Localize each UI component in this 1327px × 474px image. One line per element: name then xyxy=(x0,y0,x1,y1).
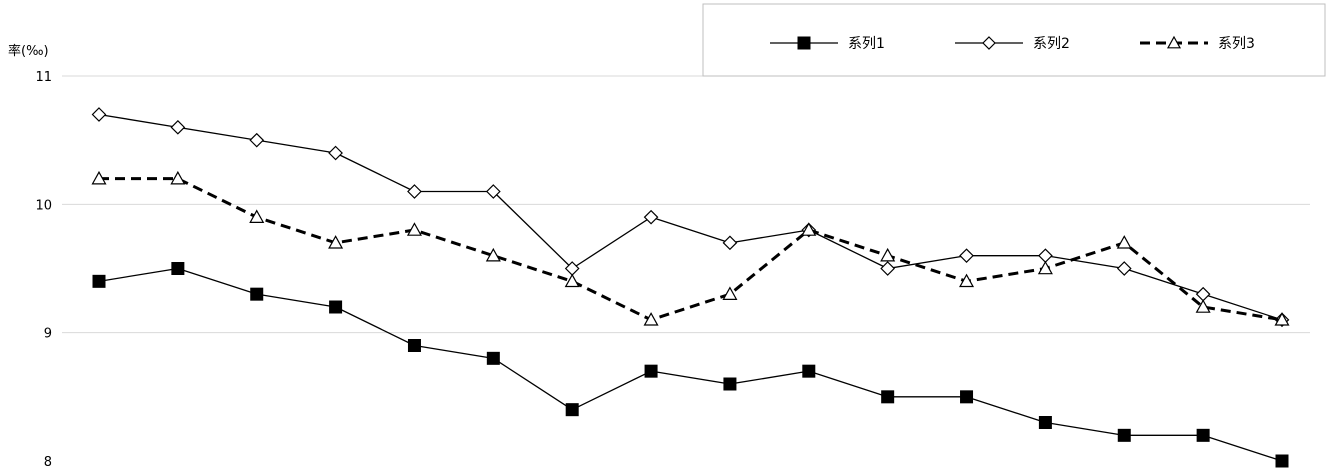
data-point-triangle xyxy=(1037,260,1053,275)
series-line xyxy=(98,267,1283,462)
legend-label: 系列3 xyxy=(1218,36,1255,52)
data-point-triangle xyxy=(406,222,422,236)
legend-item: 系列2 xyxy=(955,36,1070,52)
data-point-square xyxy=(1196,428,1210,442)
data-point-diamond xyxy=(1195,286,1211,302)
series-line xyxy=(98,113,1283,321)
data-point-triangle xyxy=(643,312,659,326)
data-point-square xyxy=(960,390,974,404)
data-point-square xyxy=(723,377,737,391)
y-tick-label: 8 xyxy=(44,455,52,470)
data-point-diamond xyxy=(328,145,343,161)
data-point-triangle xyxy=(485,247,501,262)
data-point-square xyxy=(407,339,421,352)
data-point-square xyxy=(92,274,106,288)
data-point-triangle xyxy=(959,273,975,288)
data-point-triangle xyxy=(880,247,896,262)
data-point-triangle xyxy=(249,209,265,223)
data-point-square xyxy=(171,262,185,275)
data-point-square xyxy=(250,287,264,301)
data-point-diamond xyxy=(880,261,896,276)
data-point-triangle xyxy=(1116,235,1132,249)
y-tick-label: 10 xyxy=(35,198,52,213)
data-point-diamond xyxy=(959,248,974,264)
legend-label: 系列2 xyxy=(1033,36,1070,52)
data-point-diamond xyxy=(91,107,107,122)
y-axis: 11 10 9 8 xyxy=(35,70,52,470)
gridlines xyxy=(62,75,1310,334)
data-point-square xyxy=(1275,454,1289,468)
data-point-diamond xyxy=(982,36,996,50)
legend: 系列1 系列2 系列3 xyxy=(702,3,1326,77)
data-point-triangle xyxy=(801,222,817,236)
series-line xyxy=(99,177,1283,322)
y-tick-label: 9 xyxy=(44,327,52,342)
data-point-diamond xyxy=(1038,248,1053,264)
data-point-square xyxy=(881,390,895,404)
data-point-triangle xyxy=(91,170,107,185)
series-1 xyxy=(92,262,1289,468)
data-point-triangle xyxy=(722,286,738,300)
legend-item: 系列1 xyxy=(770,36,885,52)
data-point-square xyxy=(797,36,811,50)
data-point-diamond xyxy=(407,184,422,199)
data-point-diamond xyxy=(170,119,186,135)
legend-label: 系列1 xyxy=(848,36,885,52)
data-point-diamond xyxy=(643,209,659,225)
data-point-triangle xyxy=(170,170,186,185)
data-point-square xyxy=(565,403,579,417)
data-point-square xyxy=(1038,416,1052,429)
data-point-square xyxy=(802,364,816,378)
y-tick-label: 11 xyxy=(35,70,52,85)
data-point-diamond xyxy=(722,235,738,251)
data-point-square xyxy=(1117,428,1131,442)
data-point-diamond xyxy=(1116,261,1132,276)
data-point-triangle xyxy=(564,273,580,288)
series-2 xyxy=(91,107,1290,328)
data-point-diamond xyxy=(485,184,501,199)
data-point-diamond xyxy=(249,132,265,148)
legend-item: 系列3 xyxy=(1140,35,1255,52)
data-point-triangle xyxy=(328,235,344,249)
data-point-square xyxy=(644,364,658,378)
y-axis-label: 率(‰) xyxy=(8,43,49,59)
series-3 xyxy=(91,170,1290,326)
data-point-square xyxy=(329,300,343,314)
data-point-triangle xyxy=(1195,299,1211,313)
data-point-triangle xyxy=(1274,312,1290,326)
data-point-square xyxy=(486,351,500,365)
series-group xyxy=(91,107,1290,468)
data-point-triangle xyxy=(1166,35,1182,49)
